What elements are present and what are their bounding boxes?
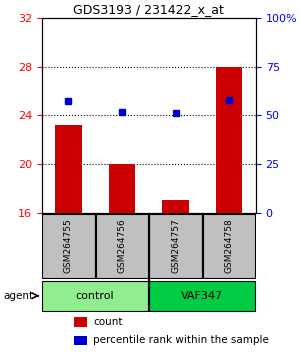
Text: control: control (76, 291, 115, 301)
Text: percentile rank within the sample: percentile rank within the sample (93, 335, 269, 346)
Bar (216, 67, 242, 212)
FancyBboxPatch shape (203, 214, 255, 278)
FancyBboxPatch shape (96, 214, 148, 278)
Text: GSM264758: GSM264758 (225, 218, 234, 273)
Text: count: count (93, 317, 122, 327)
Text: GSM264757: GSM264757 (171, 218, 180, 273)
FancyBboxPatch shape (42, 214, 94, 278)
Bar (162, 200, 189, 212)
Text: agent: agent (4, 291, 34, 301)
Text: VAF347: VAF347 (181, 291, 224, 301)
Bar (74, 336, 87, 346)
FancyBboxPatch shape (149, 214, 202, 278)
Text: GSM264755: GSM264755 (64, 218, 73, 273)
Bar (55, 125, 82, 212)
FancyBboxPatch shape (42, 281, 148, 311)
Bar (74, 318, 87, 327)
FancyBboxPatch shape (149, 281, 255, 311)
Bar (109, 164, 135, 212)
Text: GSM264756: GSM264756 (118, 218, 127, 273)
Title: GDS3193 / 231422_x_at: GDS3193 / 231422_x_at (73, 3, 224, 16)
